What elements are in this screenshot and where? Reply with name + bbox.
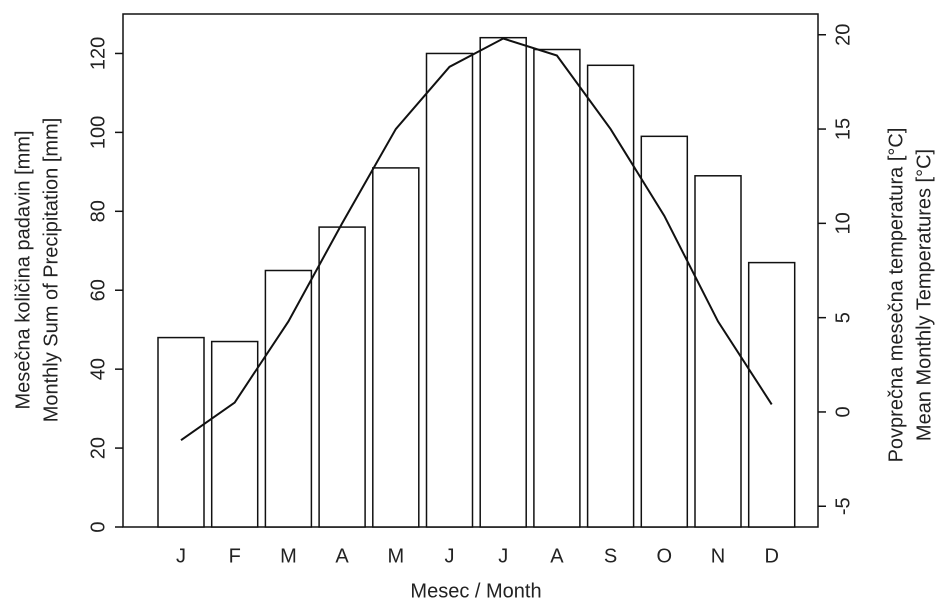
x-tick-label: J (445, 545, 455, 567)
y-tick-label: 40 (87, 358, 109, 380)
x-axis-label: Mesec / Month (410, 580, 541, 602)
bar (157, 336, 205, 528)
y2-tick-label: 0 (832, 406, 854, 417)
y2-tick-label: -5 (832, 497, 854, 515)
x-tick-label: F (229, 545, 241, 567)
x-tick-label: S (604, 545, 617, 567)
x-tick-label: N (711, 545, 725, 567)
y-axis-label: Monthly Sum of Precipitation [mm] (40, 118, 62, 423)
y-tick-label: 60 (87, 279, 109, 301)
x-tick-label: J (498, 545, 508, 567)
bar (586, 64, 635, 528)
x-tick-label: D (764, 545, 778, 567)
y2-axis-label: Mean Monthly Temperatures [°C] (913, 149, 935, 441)
y2-tick-label: 20 (832, 24, 854, 46)
x-tick-label: O (657, 545, 673, 567)
x-tick-label: J (176, 545, 186, 567)
bar (318, 226, 366, 528)
y-tick-label: 120 (87, 37, 109, 70)
y-tick-label: 100 (87, 116, 109, 149)
line (180, 37, 773, 442)
y-tick-label: 0 (87, 521, 109, 532)
y-tick-label: 80 (87, 200, 109, 222)
bar (640, 135, 689, 528)
bar (425, 52, 474, 528)
x-tick-label: A (335, 545, 349, 567)
x-tick-label: M (280, 545, 297, 567)
y2-tick-label: 10 (832, 212, 854, 234)
y-tick-label: 20 (87, 437, 109, 459)
x-tick-label: M (387, 545, 404, 567)
bar (694, 175, 742, 528)
bar (479, 36, 527, 528)
y2-tick-label: 5 (832, 312, 854, 323)
y-axis-label: Mesečna količina padavin [mm] (12, 130, 34, 409)
bar (372, 167, 420, 528)
bar (264, 269, 313, 528)
y2-axis-label: Povprečna mesečna temperatura [°C] (885, 128, 907, 463)
bar (533, 48, 581, 528)
bar (210, 340, 259, 528)
x-tick-label: A (550, 545, 564, 567)
bar (747, 261, 796, 528)
y2-tick-label: 15 (832, 118, 854, 140)
